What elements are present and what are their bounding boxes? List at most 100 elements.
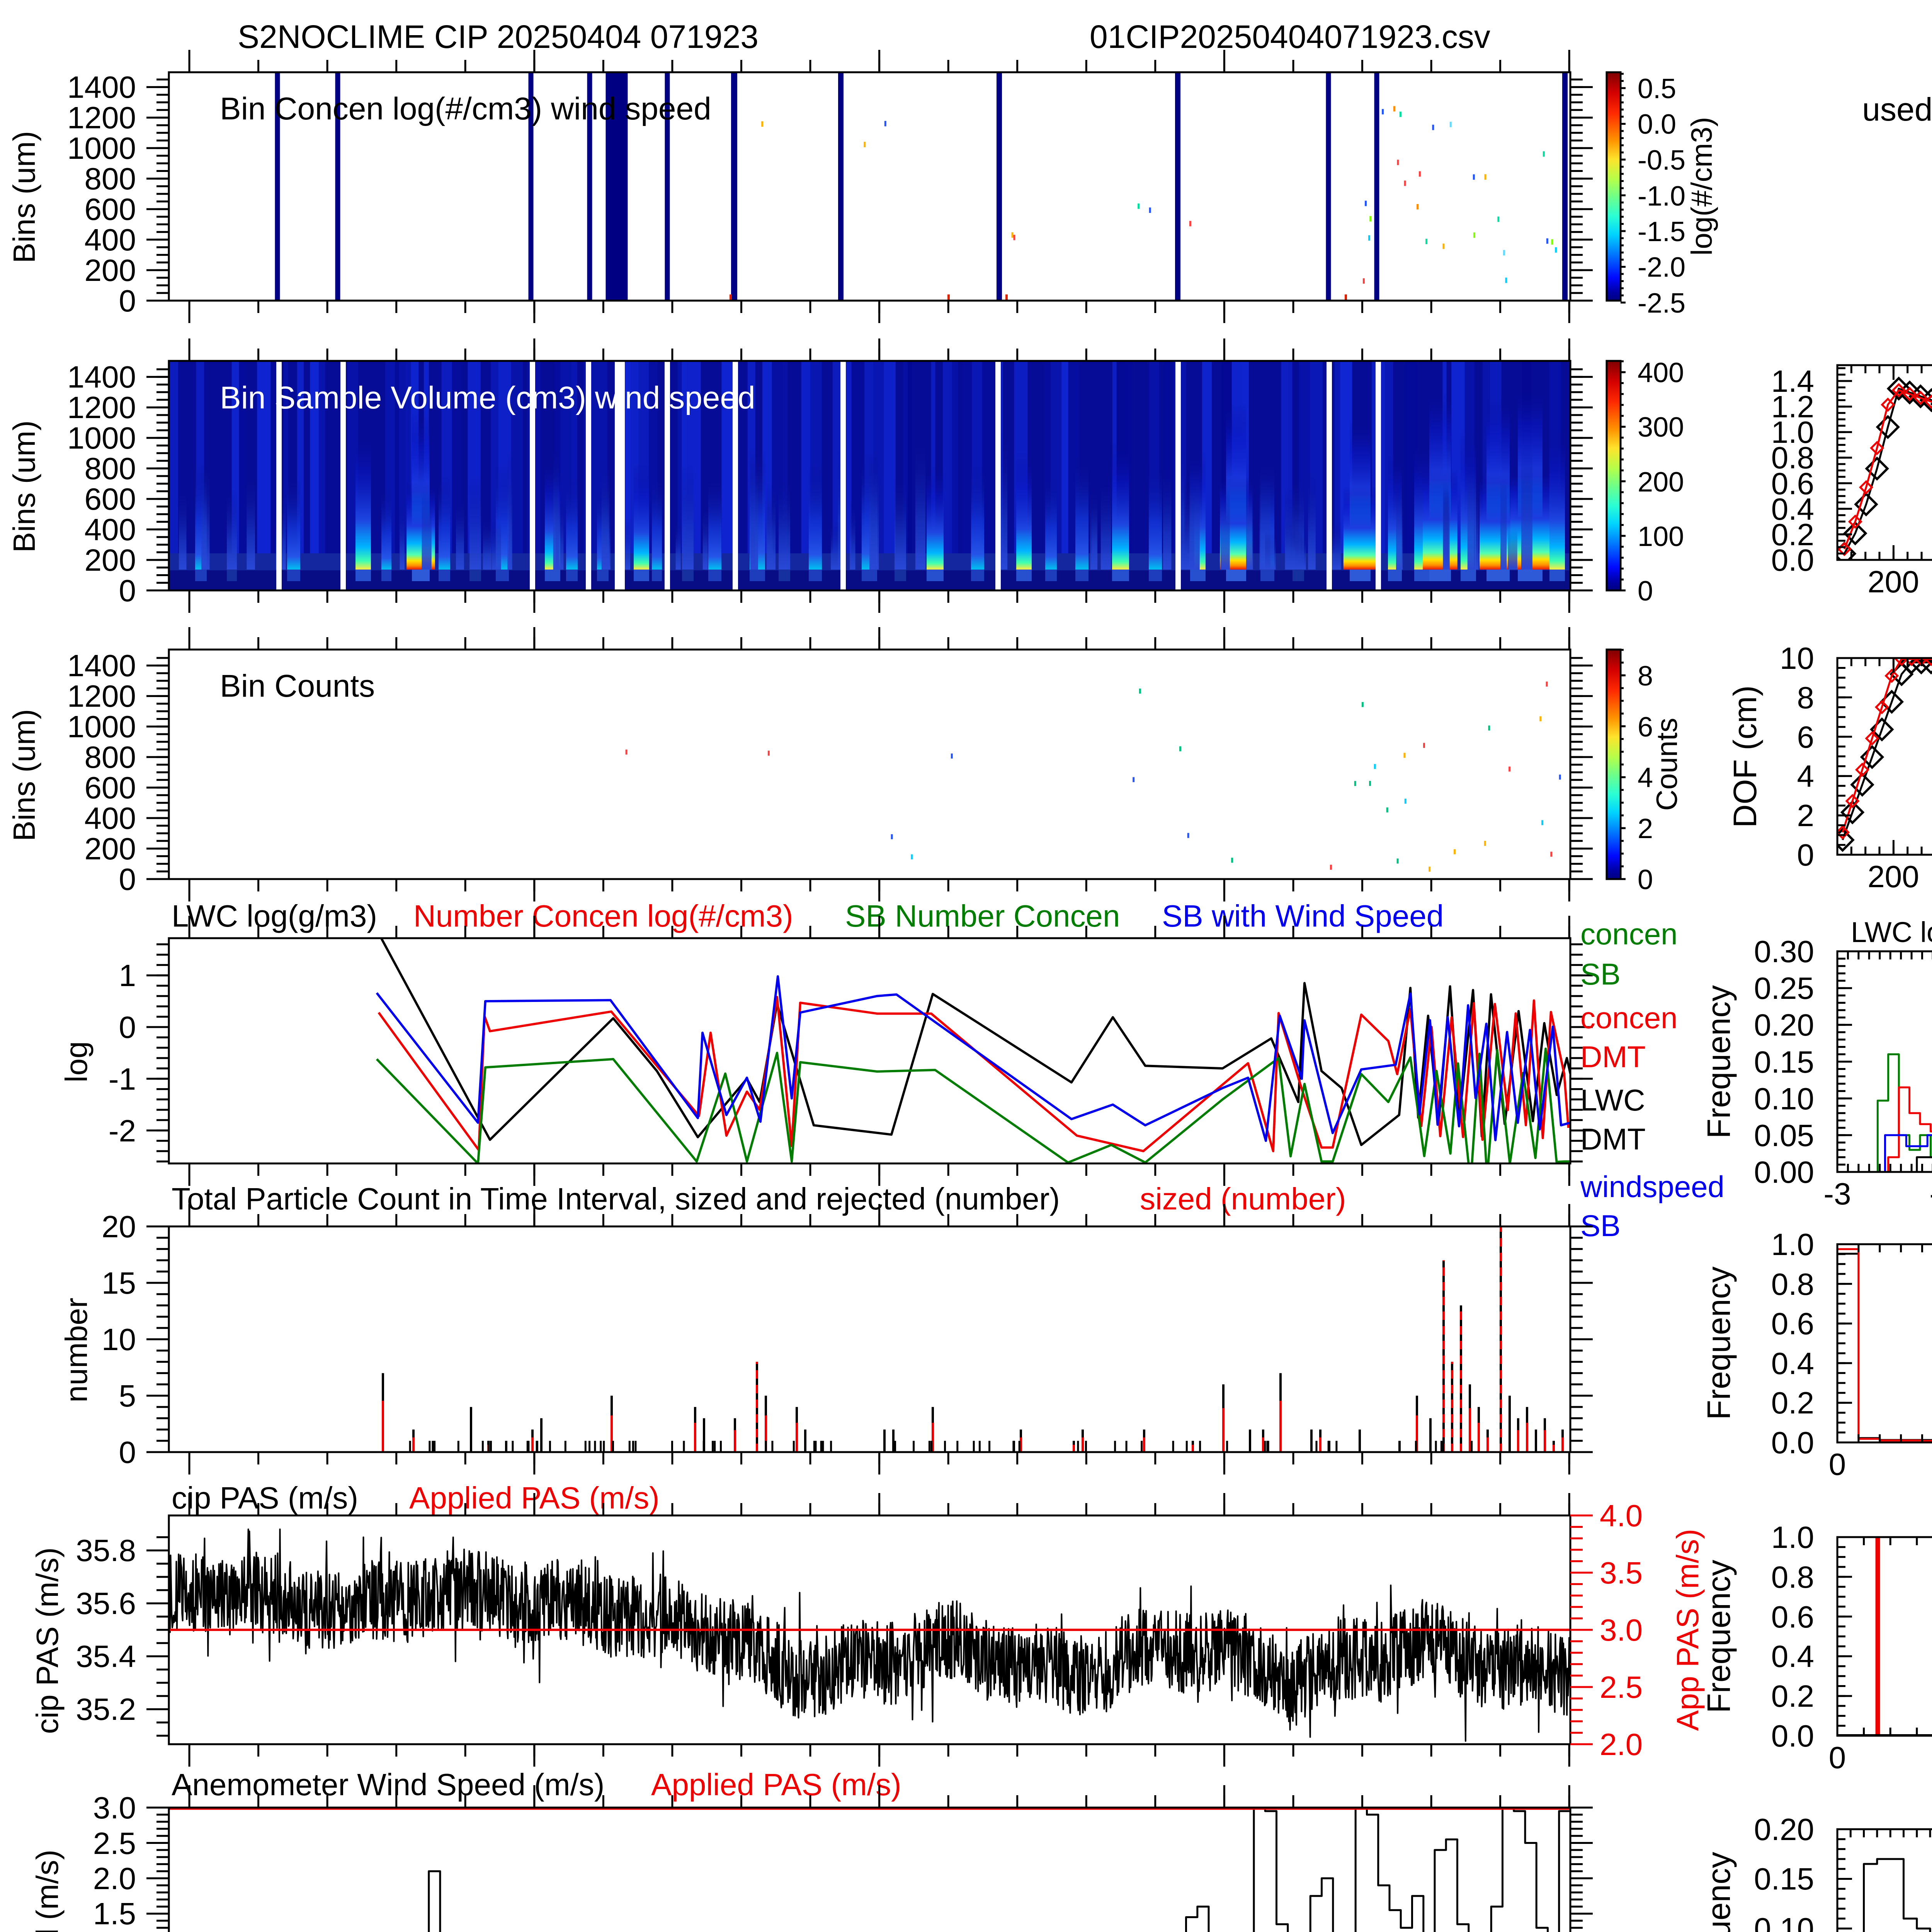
svg-text:Frequency: Frequency xyxy=(1701,1560,1737,1713)
svg-text:sized (number): sized (number) xyxy=(1140,1182,1346,1216)
svg-text:0.15: 0.15 xyxy=(1754,1045,1814,1079)
svg-text:0.10: 0.10 xyxy=(1754,1082,1814,1116)
svg-text:0: 0 xyxy=(1797,838,1815,872)
svg-text:-2: -2 xyxy=(1929,1177,1932,1211)
svg-text:Bin Sample Volume (cm3) wind s: Bin Sample Volume (cm3) wind speed xyxy=(220,380,755,415)
svg-text:0.25: 0.25 xyxy=(1754,971,1814,1005)
svg-text:App PAS (m/s): App PAS (m/s) xyxy=(1670,1529,1705,1731)
svg-text:0.0: 0.0 xyxy=(1771,1719,1814,1753)
svg-text:0: 0 xyxy=(1829,1447,1846,1481)
svg-text:0.6: 0.6 xyxy=(1771,1306,1814,1341)
svg-text:4.0: 4.0 xyxy=(1600,1498,1643,1533)
svg-text:0.6: 0.6 xyxy=(1771,1600,1814,1634)
svg-text:200: 200 xyxy=(1638,467,1684,498)
svg-text:800: 800 xyxy=(85,162,136,196)
svg-text:1.2: 1.2 xyxy=(1771,389,1814,424)
svg-text:2.0: 2.0 xyxy=(1600,1727,1643,1762)
svg-text:0: 0 xyxy=(119,573,136,608)
svg-text:DMT: DMT xyxy=(1580,1122,1646,1156)
svg-text:1000: 1000 xyxy=(67,421,136,455)
svg-text:DOF (cm): DOF (cm) xyxy=(1727,685,1763,828)
svg-text:used app_pas for sample volume: used app_pas for sample volume xyxy=(1862,91,1932,128)
svg-text:-2: -2 xyxy=(109,1114,136,1148)
svg-text:8: 8 xyxy=(1797,680,1815,715)
svg-text:2.0: 2.0 xyxy=(93,1861,136,1896)
svg-text:Bins (um): Bins (um) xyxy=(7,420,41,553)
svg-text:2.5: 2.5 xyxy=(1600,1670,1643,1704)
svg-text:0.4: 0.4 xyxy=(1771,1639,1814,1673)
svg-text:3.5: 3.5 xyxy=(1600,1556,1643,1590)
svg-text:SB: SB xyxy=(1580,957,1621,991)
svg-text:1: 1 xyxy=(119,958,136,993)
svg-text:200: 200 xyxy=(85,543,136,577)
svg-text:4: 4 xyxy=(1638,762,1653,793)
svg-text:Bins (um): Bins (um) xyxy=(7,709,41,841)
svg-text:-2.5: -2.5 xyxy=(1638,288,1685,319)
svg-text:SB with Wind Speed: SB with Wind Speed xyxy=(1162,899,1444,933)
svg-text:200: 200 xyxy=(85,253,136,287)
svg-text:-2.0: -2.0 xyxy=(1638,252,1685,283)
svg-text:concen: concen xyxy=(1580,917,1678,951)
svg-text:1200: 1200 xyxy=(67,390,136,425)
svg-text:300: 300 xyxy=(1638,412,1684,443)
svg-text:-3: -3 xyxy=(1823,1177,1851,1211)
svg-text:6: 6 xyxy=(1638,712,1653,743)
svg-text:3.0: 3.0 xyxy=(93,1791,136,1825)
svg-text:1400: 1400 xyxy=(67,360,136,394)
svg-text:0: 0 xyxy=(119,284,136,318)
svg-text:Bin Counts: Bin Counts xyxy=(220,668,375,704)
svg-text:0.20: 0.20 xyxy=(1754,1812,1814,1847)
svg-text:400: 400 xyxy=(1638,357,1684,388)
svg-text:Anemometer Wind Speed (m/s): Anemometer Wind Speed (m/s) xyxy=(172,1767,604,1802)
svg-text:5: 5 xyxy=(119,1379,136,1413)
svg-text:1400: 1400 xyxy=(67,70,136,104)
svg-text:6: 6 xyxy=(1797,720,1815,754)
svg-text:4: 4 xyxy=(1797,759,1815,793)
svg-text:Frequency: Frequency xyxy=(1701,985,1737,1139)
svg-text:0.05: 0.05 xyxy=(1754,1118,1814,1153)
svg-text:0.00: 0.00 xyxy=(1754,1155,1814,1189)
svg-text:1.0: 1.0 xyxy=(1771,415,1814,449)
svg-text:0.2: 0.2 xyxy=(1771,1386,1814,1420)
svg-text:LWC log(g/m3)62: LWC log(g/m3)62 xyxy=(1851,916,1932,948)
svg-text:0.5: 0.5 xyxy=(1638,73,1676,104)
svg-text:600: 600 xyxy=(85,770,136,805)
svg-text:10: 10 xyxy=(102,1322,136,1357)
svg-text:2: 2 xyxy=(1638,813,1653,844)
svg-text:number: number xyxy=(59,1298,94,1402)
svg-text:0.0: 0.0 xyxy=(1771,1425,1814,1460)
svg-text:cip PAS (m/s): cip PAS (m/s) xyxy=(30,1547,65,1734)
svg-text:0.2: 0.2 xyxy=(1771,517,1814,552)
svg-text:0.10: 0.10 xyxy=(1754,1912,1814,1932)
svg-text:Applied PAS (m/s): Applied PAS (m/s) xyxy=(651,1767,901,1802)
svg-text:8: 8 xyxy=(1638,661,1653,692)
svg-text:1000: 1000 xyxy=(67,709,136,744)
svg-text:log(#/cm3): log(#/cm3) xyxy=(1685,117,1718,256)
svg-text:400: 400 xyxy=(85,801,136,835)
svg-text:Frequency: Frequency xyxy=(1701,1852,1737,1932)
svg-text:400: 400 xyxy=(85,512,136,547)
svg-text:1.5: 1.5 xyxy=(93,1896,136,1931)
svg-text:0: 0 xyxy=(1829,1740,1846,1775)
svg-text:0: 0 xyxy=(119,1010,136,1044)
svg-text:0.30: 0.30 xyxy=(1754,934,1814,969)
svg-text:200: 200 xyxy=(1867,859,1919,894)
svg-text:log: log xyxy=(59,1041,94,1083)
svg-text:200: 200 xyxy=(85,832,136,866)
svg-text:800: 800 xyxy=(85,451,136,486)
svg-text:0.6: 0.6 xyxy=(1771,466,1814,501)
svg-text:600: 600 xyxy=(85,482,136,516)
svg-text:10: 10 xyxy=(1780,641,1814,675)
svg-text:1200: 1200 xyxy=(67,100,136,135)
svg-text:0.8: 0.8 xyxy=(1771,1560,1814,1594)
svg-text:01CIP20250404071923.csv: 01CIP20250404071923.csv xyxy=(1090,19,1490,55)
svg-text:cip PAS (m/s): cip PAS (m/s) xyxy=(172,1481,358,1515)
svg-text:1.0: 1.0 xyxy=(1771,1227,1814,1262)
svg-text:0.2: 0.2 xyxy=(1771,1679,1814,1713)
svg-text:0.8: 0.8 xyxy=(1771,1267,1814,1301)
svg-text:Counts: Counts xyxy=(1651,718,1684,811)
svg-text:0: 0 xyxy=(119,1435,136,1469)
svg-text:-1.0: -1.0 xyxy=(1638,181,1685,212)
svg-text:800: 800 xyxy=(85,740,136,774)
svg-text:-1: -1 xyxy=(109,1062,136,1096)
